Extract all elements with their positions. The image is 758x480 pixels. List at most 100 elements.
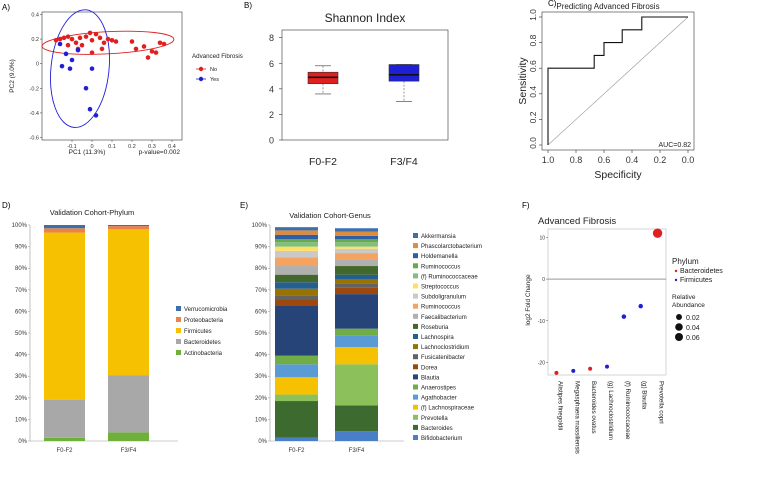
plot-frame	[541, 11, 695, 151]
taxon-label: (f) Ruminococcaceae	[624, 381, 631, 440]
panel-d-phylum-bars: Validation Cohort-Phylum 0% 10% 20% 30% 40% 50…	[12, 208, 228, 454]
legend-swatch	[176, 350, 181, 355]
legend-swatch	[413, 303, 418, 309]
y-tick-label: 40%	[15, 353, 28, 359]
bar-segment	[275, 394, 318, 402]
bar-segment	[335, 335, 378, 348]
y-tick-label: 80%	[255, 266, 268, 272]
x-tick-label: 0.4	[626, 155, 639, 165]
legend-swatch	[176, 328, 181, 333]
legend-swatch	[176, 306, 181, 311]
data-point-yes	[63, 51, 69, 57]
data-point-yes	[75, 47, 81, 53]
legend-size-label: 0.04	[686, 325, 700, 332]
category-label: F0-F2	[309, 156, 337, 168]
data-point-no	[109, 38, 115, 43]
y-tick-label: 0	[269, 136, 274, 146]
y-tick-label: 0%	[258, 439, 267, 445]
y-axis-label: log2 Fold Change	[525, 274, 532, 326]
legend-size-label: 0.02	[686, 315, 700, 322]
chance-diagonal	[547, 16, 689, 146]
data-point-no	[65, 42, 71, 48]
plot-frame	[547, 228, 667, 376]
y-tick-label: 0.2	[31, 37, 39, 43]
legend-swatch	[413, 313, 418, 319]
legend-swatch	[413, 334, 418, 339]
bar-segment	[275, 355, 318, 365]
y-tick-label: 10%	[255, 417, 268, 423]
category-label: F3/F4	[121, 448, 137, 454]
x-axis-label: Specificity	[594, 169, 642, 181]
bar-segment	[275, 266, 318, 275]
y-tick-label: 50%	[255, 331, 268, 337]
legend-label: Lachnoclostridium	[421, 345, 469, 351]
legend-swatch	[413, 374, 418, 380]
bar-segment	[275, 257, 318, 267]
legend-label: Holdemanella	[421, 254, 458, 260]
x-tick-label: 0.8	[570, 155, 583, 165]
bar-segment-firmicutes	[44, 232, 85, 400]
legend-swatch	[413, 435, 418, 440]
legend-label: Firmicutes	[184, 329, 212, 335]
x-tick-label: 0.2	[654, 155, 667, 165]
data-point-yes	[83, 86, 89, 91]
data-point-no	[65, 34, 71, 39]
data-point-no	[69, 36, 75, 42]
roc-curve	[547, 16, 688, 145]
legend-label: Agathobacter	[421, 396, 457, 402]
fold-change-point	[554, 370, 559, 375]
y-tick-label: 8	[269, 33, 274, 43]
bar-segment	[275, 364, 318, 378]
legend-label: Faecalibacterium	[421, 315, 467, 321]
legend-marker	[674, 278, 678, 282]
p-value-annotation: p-value=0.002	[139, 149, 181, 156]
y-tick-label: 90%	[15, 245, 28, 251]
legend-swatch	[413, 273, 418, 279]
bar-segment	[275, 230, 318, 235]
legend-swatch	[413, 323, 418, 329]
data-point-yes	[59, 63, 65, 69]
taxon-label: Megasphaera massiliensis	[573, 381, 580, 454]
bar-segment	[335, 405, 378, 432]
x-tick-label: 0.4	[168, 144, 176, 150]
legend-label: (f) Ruminococcaceae	[421, 274, 478, 280]
bar-segment	[335, 294, 378, 329]
data-point-no	[133, 46, 139, 52]
panel-label-a: A)	[2, 3, 10, 12]
bar-segment-actinobacteria	[44, 437, 85, 441]
y-tick-label: -10	[538, 319, 545, 325]
bar-segment	[335, 231, 378, 236]
y-tick-label: 4	[269, 84, 274, 94]
confidence-ellipse-no	[41, 30, 175, 55]
x-tick-label: 0.6	[598, 155, 611, 165]
y-tick-label: 70%	[255, 288, 268, 294]
panel-label-d: D)	[2, 201, 11, 210]
panel-f-fold-change: Advanced Fibrosis 10 0 -10 -20 log2 Fold Chan…	[525, 216, 723, 454]
bar-segment	[335, 235, 378, 240]
legend-label: (f) Lachnospiraceae	[421, 406, 475, 412]
y-axis-label: PC2 (9.0%)	[9, 59, 16, 93]
data-point-yes	[89, 66, 95, 71]
chart-title: Predicting Advanced Fibrosis	[556, 2, 659, 11]
data-point-no	[77, 35, 83, 41]
category-label: F3/F4	[349, 448, 365, 454]
legend-size-marker	[675, 323, 683, 331]
chart-title: Advanced Fibrosis	[538, 216, 616, 227]
bar-segment	[275, 239, 318, 243]
taxon-label: Alistipes finegoldii	[556, 381, 563, 430]
legend-label: Yes	[210, 77, 219, 83]
y-tick-label: 30%	[15, 374, 28, 380]
panel-b-shannon-boxplot: Shannon Index 0 2 4 6 8 F0-F2 F3/F4	[269, 11, 449, 168]
data-point-no	[153, 50, 159, 55]
data-point-no	[79, 42, 85, 48]
bar-segment	[275, 437, 318, 441]
y-tick-label: 0.6	[528, 60, 538, 72]
legend-label: Ruminococcus	[421, 264, 460, 270]
legend-swatch	[413, 364, 418, 370]
y-tick-label: 30%	[255, 374, 268, 380]
data-point-no	[89, 38, 95, 43]
data-point-yes	[57, 41, 63, 47]
confidence-ellipse-yes	[50, 9, 110, 128]
bar-segment	[275, 250, 318, 258]
bar-segment	[275, 227, 318, 231]
